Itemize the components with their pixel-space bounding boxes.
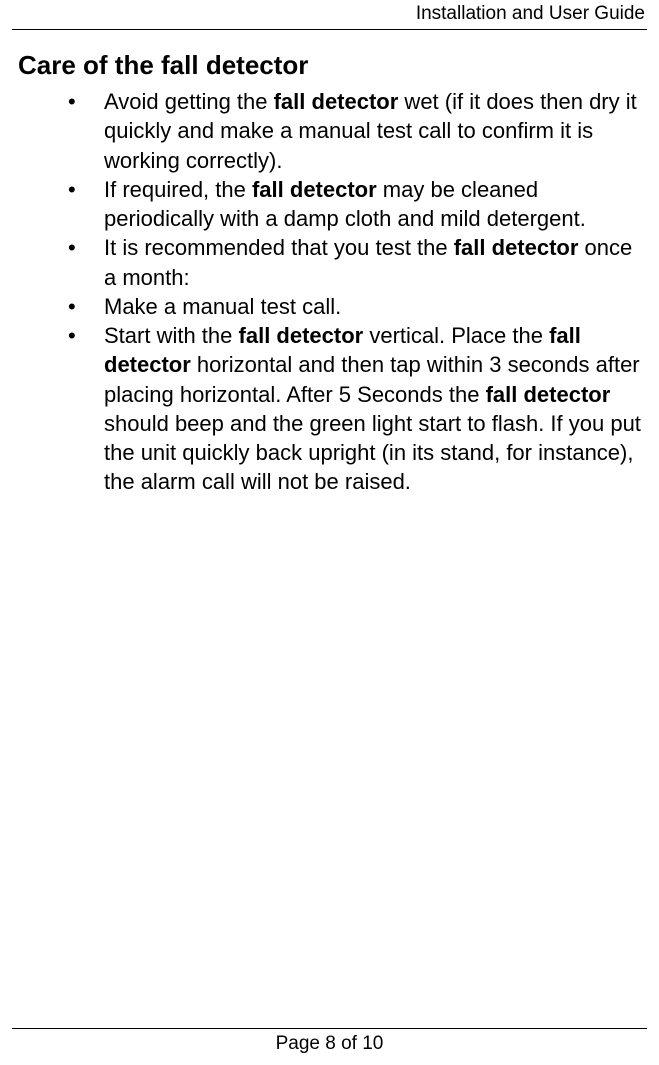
bold-run: fall detector: [486, 382, 611, 407]
page-content: Care of the fall detector Avoid getting …: [12, 30, 647, 497]
page-footer: Page 8 of 10: [12, 1028, 647, 1055]
list-item: Avoid getting the fall detector wet (if …: [68, 87, 647, 175]
list-item: Start with the fall detector vertical. P…: [68, 321, 647, 497]
bold-run: fall detector: [239, 323, 364, 348]
list-item: Make a manual test call.: [68, 292, 647, 321]
text-run: vertical. Place the: [363, 323, 549, 348]
text-run: It is recommended that you test the: [104, 235, 454, 260]
text-run: Start with the: [104, 323, 239, 348]
text-run: Make a manual test call.: [104, 294, 341, 319]
header-title: Installation and User Guide: [416, 3, 645, 24]
bold-run: fall detector: [252, 177, 377, 202]
text-run: should beep and the green light start to…: [104, 411, 641, 495]
bold-run: fall detector: [454, 235, 579, 260]
page-number: Page 8 of 10: [276, 1033, 384, 1054]
document-page: Installation and User Guide Care of the …: [0, 0, 659, 1065]
list-item: It is recommended that you test the fall…: [68, 233, 647, 292]
bullet-list: Avoid getting the fall detector wet (if …: [12, 87, 647, 497]
list-item: If required, the fall detector may be cl…: [68, 175, 647, 234]
text-run: Avoid getting the: [104, 89, 274, 114]
page-header: Installation and User Guide: [12, 0, 647, 30]
text-run: If required, the: [104, 177, 252, 202]
bold-run: fall detector: [274, 89, 399, 114]
section-heading: Care of the fall detector: [12, 50, 647, 81]
